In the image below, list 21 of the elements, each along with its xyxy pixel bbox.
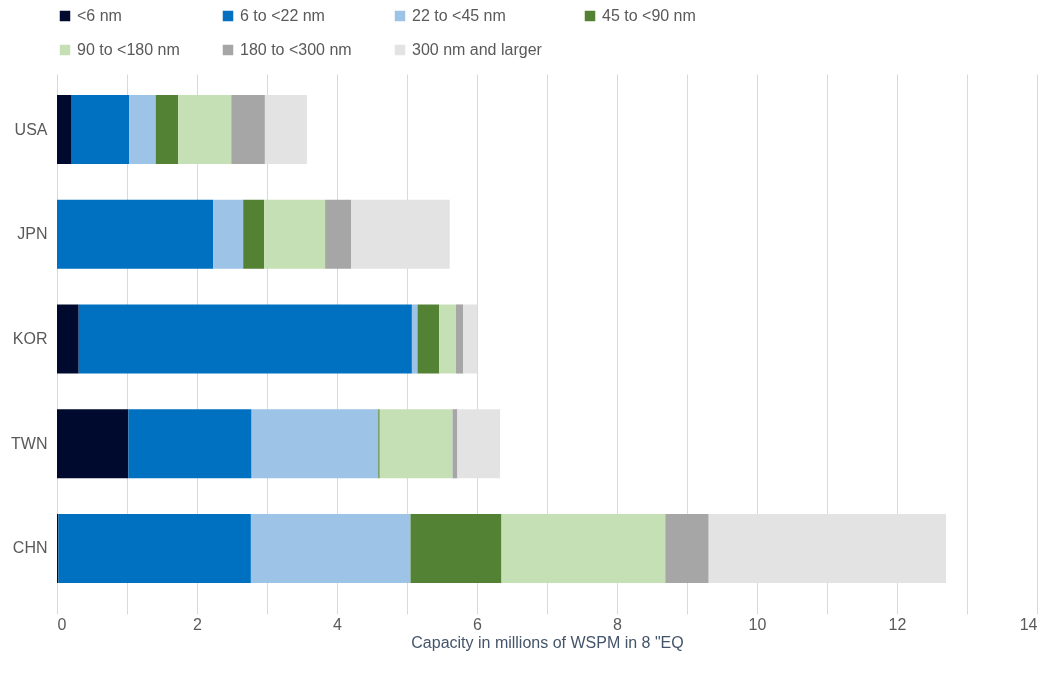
x-tick-label: 0 <box>57 615 67 633</box>
y-tick-label: TWN <box>11 434 48 452</box>
x-tick-label: 6 <box>473 615 483 633</box>
legend-label: <6 nm <box>77 7 122 24</box>
legend-label: 300 nm and larger <box>412 41 543 58</box>
x-tick-label: 12 <box>888 615 907 633</box>
y-tick-label: KOR <box>12 330 48 347</box>
legend-label: 22 to <45 nm <box>412 7 506 24</box>
y-tick-label: CHN <box>12 539 48 557</box>
legend-label: 45 to <90 nm <box>602 7 696 24</box>
x-tick-label: 8 <box>613 615 623 633</box>
legend-label: 6 to <22 nm <box>240 7 325 24</box>
legend-label: 90 to <180 nm <box>77 41 180 58</box>
legend-label: 180 to <300 nm <box>240 41 352 58</box>
y-tick-label: JPN <box>17 225 48 243</box>
x-tick-label: 10 <box>748 615 767 633</box>
x-tick-label: 4 <box>333 615 343 633</box>
x-tick-label: 2 <box>193 615 203 633</box>
x-tick-label: 14 <box>1019 615 1038 633</box>
x-axis-title: Capacity in millions of WSPM in 8 "EQ <box>411 633 684 651</box>
y-tick-label: USA <box>14 120 48 138</box>
